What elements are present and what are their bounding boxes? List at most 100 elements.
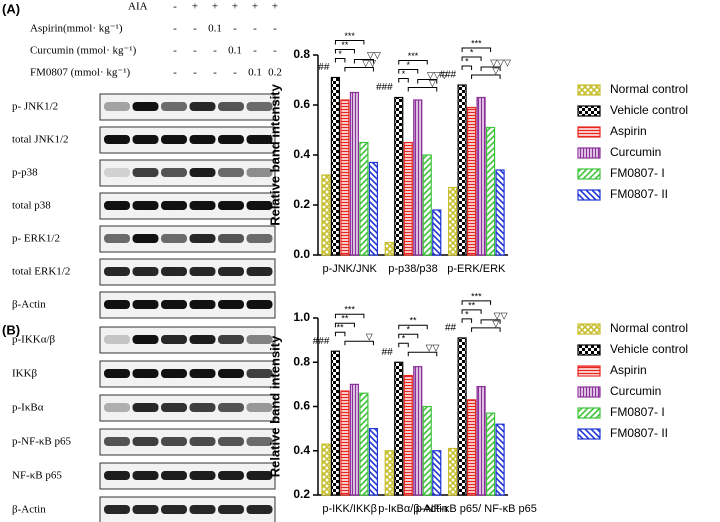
bar: [476, 385, 486, 496]
blot-band: [104, 102, 130, 111]
blot-band: [132, 201, 159, 210]
legend-label: FM0807- I: [610, 166, 665, 180]
blot-band: [189, 267, 216, 276]
blot-band: [161, 267, 187, 276]
blot-band: [189, 403, 216, 412]
legend-label: FM0807- II: [610, 426, 668, 440]
panel-label: (A): [2, 1, 20, 16]
legend-swatch: [577, 126, 601, 138]
blot-band: [218, 135, 244, 144]
legend-swatch: [577, 344, 601, 356]
treatment-mark: -: [173, 67, 177, 79]
y-tick-label: 0.8: [293, 47, 310, 61]
significance-bracket: [407, 351, 438, 357]
bar: [330, 76, 341, 256]
blot-band: [246, 369, 273, 378]
blot-band: [104, 267, 130, 276]
treatment-mark: 0.1: [208, 23, 222, 35]
blot-band: [189, 234, 216, 243]
blot-band: [246, 168, 273, 177]
bar: [403, 141, 413, 256]
significance: *: [402, 69, 406, 79]
legend-label: Curcumin: [610, 145, 661, 159]
significance: ###: [376, 82, 393, 93]
bar: [349, 383, 360, 496]
significance: ***: [408, 51, 419, 61]
significance: ▽: [366, 332, 373, 342]
significance: *: [465, 56, 469, 66]
blot-frame: [99, 159, 276, 187]
blot-band: [132, 102, 159, 111]
bar: [495, 423, 505, 496]
treatment-name: AIA: [128, 1, 148, 13]
significance-bracket: [407, 87, 438, 92]
blot-band: [104, 201, 130, 210]
significance: *: [406, 325, 410, 335]
blot-band: [104, 135, 130, 144]
treatment-mark: -: [213, 67, 217, 79]
treatment-mark: -: [253, 45, 257, 57]
blot-frame: [99, 126, 276, 154]
blot-band: [104, 369, 130, 378]
blot-label: p-IKKα/β: [12, 334, 56, 346]
significance: ###: [313, 336, 330, 347]
treatment-mark: -: [233, 23, 237, 35]
significance-bracket: [417, 79, 438, 84]
y-axis-label: Relative band intensity: [267, 335, 282, 477]
blot-band: [132, 135, 159, 144]
bar: [422, 154, 432, 256]
blot-band: [132, 300, 159, 309]
significance: ▽▽▽: [490, 57, 511, 67]
treatment-mark: +: [252, 1, 258, 13]
bar: [321, 174, 331, 256]
blot-band: [189, 135, 216, 144]
significance: ***: [471, 291, 482, 301]
significance-bracket: [398, 324, 428, 330]
significance: *: [470, 47, 474, 57]
significance: ▽: [429, 78, 436, 88]
significance: ▽▽: [362, 58, 376, 68]
treatment-name: Aspirin(mmol· kg⁻¹): [30, 23, 123, 35]
legend-label: Vehicle control: [610, 103, 688, 117]
blot-band: [132, 267, 159, 276]
bar: [340, 390, 350, 496]
bar: [384, 450, 394, 496]
x-tick-label: p-NF-κB p65/ NF-κB p65: [416, 503, 537, 515]
blot-band: [218, 335, 244, 344]
significance-bracket: [353, 59, 374, 64]
blot-band: [104, 437, 130, 446]
bar: [447, 447, 458, 496]
blot-band: [246, 102, 273, 111]
blot-band: [218, 102, 244, 111]
blot-band: [132, 335, 159, 344]
blot-band: [246, 135, 273, 144]
bar: [368, 428, 379, 496]
blot-label: p- JNK1/2: [12, 101, 58, 113]
blot-band: [218, 300, 244, 309]
blot-band: [161, 403, 187, 412]
blot-label: total ERK1/2: [12, 266, 70, 278]
blot-band: [246, 267, 273, 276]
blot-label: NF-κB p65: [12, 470, 62, 482]
x-tick-label: p-JNK/JNK: [322, 263, 377, 275]
x-tick-label: p-IKK/IKKβ: [322, 503, 377, 515]
bar: [394, 96, 404, 256]
significance-bracket: [344, 67, 374, 72]
blot-band: [132, 168, 159, 177]
significance-bracket: [344, 340, 374, 346]
legend-swatch: [577, 168, 601, 180]
legend-swatch: [577, 407, 601, 419]
treatment-mark: -: [173, 1, 177, 13]
blot-band: [132, 369, 159, 378]
bar: [403, 374, 413, 496]
bar: [368, 161, 379, 256]
blot-band: [104, 471, 130, 480]
treatment-mark: -: [173, 45, 177, 57]
significance-bracket: [334, 58, 346, 63]
treatment-mark: 0.1: [248, 67, 262, 79]
legend-swatch: [577, 428, 601, 440]
blot-band: [218, 201, 244, 210]
significance-bracket: [480, 66, 501, 71]
significance-bracket: [461, 318, 473, 323]
legend-swatch: [577, 84, 601, 96]
